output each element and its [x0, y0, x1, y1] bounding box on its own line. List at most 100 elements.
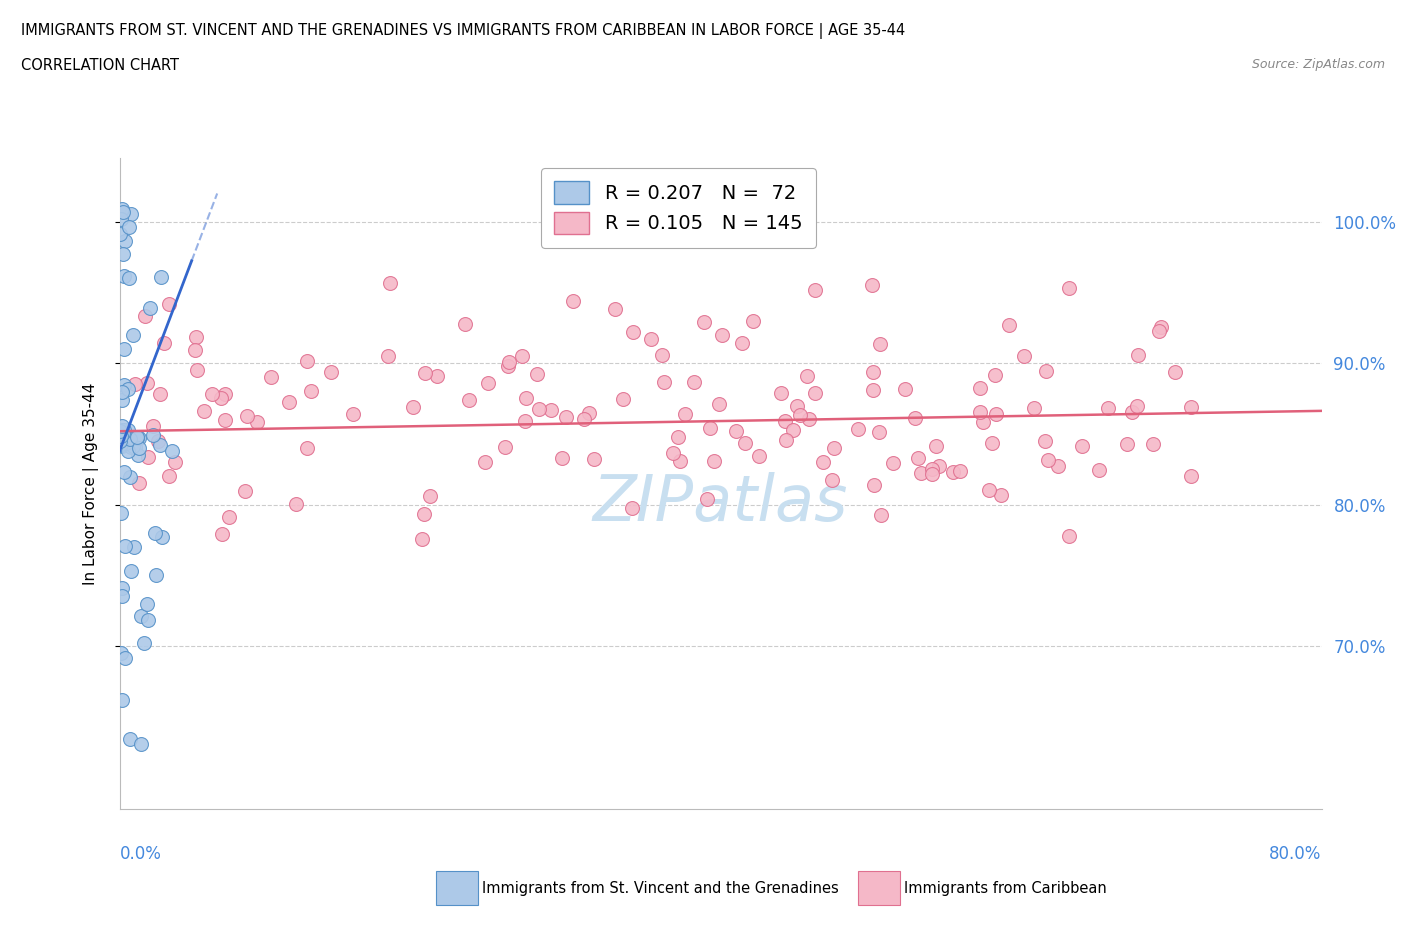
Point: [1088, 463, 1111, 478]
Point: [284, 497, 307, 512]
Point: [115, 434, 138, 449]
Point: [572, 412, 595, 427]
Point: [128, 430, 150, 445]
Point: [869, 507, 891, 522]
Point: [786, 398, 808, 413]
Point: [277, 394, 299, 409]
Point: [583, 451, 606, 466]
Point: [696, 491, 718, 506]
Point: [666, 430, 689, 445]
Point: [120, 564, 142, 578]
Point: [775, 432, 797, 447]
Point: [214, 386, 236, 401]
Point: [110, 436, 132, 451]
Point: [418, 489, 440, 504]
Point: [110, 506, 132, 521]
Point: [111, 588, 134, 603]
Point: [142, 428, 165, 443]
Point: [157, 297, 180, 312]
Point: [770, 385, 793, 400]
Point: [135, 597, 157, 612]
Point: [127, 447, 149, 462]
Point: [526, 367, 548, 382]
Point: [110, 437, 132, 452]
Point: [110, 580, 132, 595]
Point: [969, 381, 991, 396]
Point: [118, 271, 141, 286]
Point: [1126, 399, 1149, 414]
Text: CORRELATION CHART: CORRELATION CHART: [21, 58, 179, 73]
Point: [921, 461, 943, 476]
Point: [640, 332, 662, 347]
Point: [117, 432, 139, 446]
Point: [1057, 528, 1080, 543]
Point: [651, 348, 673, 363]
Point: [120, 732, 142, 747]
Point: [110, 422, 132, 437]
Point: [620, 500, 643, 515]
Point: [401, 400, 423, 415]
Point: [111, 392, 134, 407]
Point: [882, 456, 904, 471]
Point: [972, 414, 994, 429]
Point: [110, 428, 132, 443]
Point: [129, 608, 152, 623]
Point: [699, 420, 721, 435]
Point: [183, 342, 205, 357]
Point: [110, 427, 132, 442]
Point: [411, 532, 433, 547]
Point: [112, 426, 135, 441]
Point: [1142, 437, 1164, 452]
Point: [118, 219, 141, 234]
Point: [709, 396, 731, 411]
Point: [1164, 365, 1187, 379]
Point: [742, 313, 765, 328]
Point: [148, 433, 170, 448]
Point: [111, 693, 134, 708]
Point: [108, 226, 131, 241]
Text: 80.0%: 80.0%: [1270, 844, 1322, 863]
Point: [803, 386, 825, 401]
Point: [426, 368, 449, 383]
Point: [984, 406, 1007, 421]
Point: [1035, 363, 1057, 378]
Point: [1150, 319, 1173, 334]
Point: [128, 476, 150, 491]
Point: [413, 365, 436, 380]
Point: [862, 365, 884, 379]
Point: [458, 392, 481, 407]
Point: [477, 376, 499, 391]
Point: [942, 465, 965, 480]
Point: [821, 472, 844, 487]
Point: [862, 277, 884, 292]
Point: [683, 375, 706, 390]
Point: [193, 404, 215, 418]
Point: [413, 507, 436, 522]
Point: [868, 424, 890, 439]
Point: [948, 464, 970, 479]
Point: [910, 465, 932, 480]
Point: [139, 300, 162, 315]
Point: [990, 487, 1012, 502]
Point: [498, 354, 520, 369]
Point: [1057, 281, 1080, 296]
Point: [124, 440, 146, 455]
Point: [117, 423, 139, 438]
Point: [1033, 433, 1056, 448]
Point: [201, 386, 224, 401]
Point: [121, 327, 143, 342]
Point: [114, 538, 136, 553]
Point: [115, 436, 138, 451]
Point: [823, 441, 845, 456]
Point: [111, 438, 134, 453]
Point: [120, 470, 142, 485]
Point: [799, 412, 821, 427]
Point: [612, 392, 634, 406]
Point: [145, 568, 167, 583]
Point: [120, 206, 142, 221]
Point: [804, 283, 827, 298]
Y-axis label: In Labor Force | Age 35-44: In Labor Force | Age 35-44: [83, 382, 98, 585]
Point: [115, 433, 138, 448]
Legend: R = 0.207   N =  72, R = 0.105   N = 145: R = 0.207 N = 72, R = 0.105 N = 145: [541, 167, 817, 247]
Point: [117, 382, 139, 397]
